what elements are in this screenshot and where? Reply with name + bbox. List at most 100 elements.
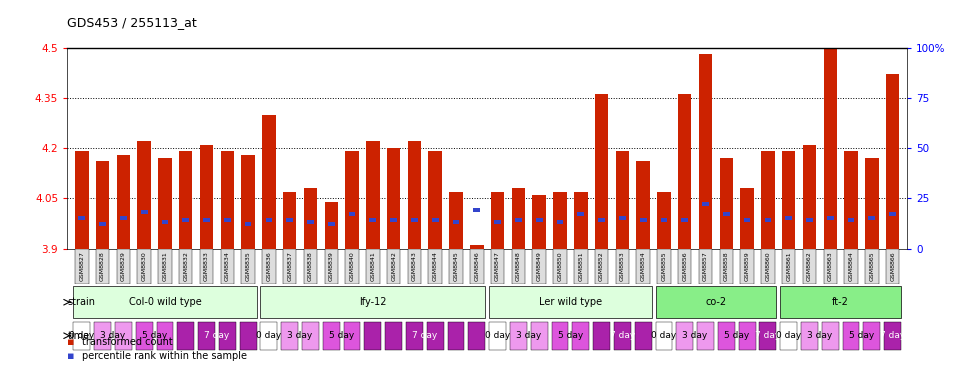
Text: GSM8855: GSM8855 <box>661 252 666 281</box>
Bar <box>615 152 629 249</box>
FancyBboxPatch shape <box>863 322 880 350</box>
Text: GSM8854: GSM8854 <box>640 251 646 281</box>
Text: co-2: co-2 <box>706 297 727 307</box>
Text: GSM8840: GSM8840 <box>349 251 354 281</box>
FancyBboxPatch shape <box>490 286 652 318</box>
FancyBboxPatch shape <box>512 249 525 284</box>
FancyBboxPatch shape <box>656 322 672 350</box>
Bar <box>452 220 460 224</box>
Text: ft-2: ft-2 <box>832 297 849 307</box>
Bar <box>886 74 900 249</box>
Text: GSM8847: GSM8847 <box>495 251 500 281</box>
FancyBboxPatch shape <box>824 249 837 284</box>
Bar <box>241 155 254 249</box>
Text: 3 day: 3 day <box>100 331 126 340</box>
FancyBboxPatch shape <box>468 322 485 350</box>
Bar <box>182 219 189 223</box>
Text: GSM8865: GSM8865 <box>870 252 875 281</box>
Bar <box>116 155 131 249</box>
Text: GSM8862: GSM8862 <box>807 251 812 281</box>
Text: GSM8846: GSM8846 <box>474 251 479 281</box>
FancyBboxPatch shape <box>656 286 777 318</box>
FancyBboxPatch shape <box>844 249 858 284</box>
Bar <box>660 219 667 223</box>
Text: percentile rank within the sample: percentile rank within the sample <box>82 351 247 361</box>
FancyBboxPatch shape <box>262 249 276 284</box>
Bar <box>740 188 754 249</box>
FancyBboxPatch shape <box>676 322 693 350</box>
Bar <box>869 216 876 220</box>
Bar <box>824 7 837 249</box>
FancyBboxPatch shape <box>219 322 236 350</box>
Bar <box>75 152 88 249</box>
Bar <box>636 161 650 249</box>
FancyBboxPatch shape <box>803 249 816 284</box>
Bar <box>577 212 584 216</box>
Bar <box>120 216 127 220</box>
FancyBboxPatch shape <box>428 249 442 284</box>
Bar <box>432 219 439 223</box>
Text: GSM8841: GSM8841 <box>371 251 375 281</box>
FancyBboxPatch shape <box>260 286 485 318</box>
Bar <box>158 158 172 249</box>
Text: GSM8861: GSM8861 <box>786 252 791 281</box>
Text: ▪: ▪ <box>67 337 75 347</box>
FancyBboxPatch shape <box>221 249 234 284</box>
FancyBboxPatch shape <box>447 322 465 350</box>
Text: GSM8842: GSM8842 <box>391 251 396 281</box>
FancyBboxPatch shape <box>780 322 797 350</box>
FancyBboxPatch shape <box>740 249 754 284</box>
Text: 7 day: 7 day <box>204 331 229 340</box>
Text: 7 day: 7 day <box>756 331 780 340</box>
Text: GSM8836: GSM8836 <box>266 251 272 281</box>
Bar <box>848 219 854 223</box>
Bar <box>262 115 276 249</box>
Text: GSM8828: GSM8828 <box>100 251 105 281</box>
FancyBboxPatch shape <box>574 249 588 284</box>
FancyBboxPatch shape <box>137 249 151 284</box>
Bar <box>806 219 813 223</box>
Text: 5 day: 5 day <box>558 331 583 340</box>
Bar <box>204 219 210 223</box>
Text: 7 day: 7 day <box>880 331 905 340</box>
FancyBboxPatch shape <box>614 322 631 350</box>
Text: 5 day: 5 day <box>724 331 750 340</box>
FancyBboxPatch shape <box>344 322 360 350</box>
Bar <box>283 192 297 249</box>
FancyBboxPatch shape <box>281 322 299 350</box>
Text: GSM8827: GSM8827 <box>80 251 84 281</box>
Bar <box>328 223 335 227</box>
Text: GSM8852: GSM8852 <box>599 251 604 281</box>
Bar <box>266 219 273 223</box>
FancyBboxPatch shape <box>761 249 775 284</box>
FancyBboxPatch shape <box>240 322 256 350</box>
Bar <box>141 210 148 214</box>
Bar <box>491 192 504 249</box>
Bar <box>515 219 522 223</box>
FancyBboxPatch shape <box>699 249 712 284</box>
FancyBboxPatch shape <box>720 249 733 284</box>
Bar <box>782 152 796 249</box>
Text: GSM8837: GSM8837 <box>287 251 292 281</box>
Text: GSM8863: GSM8863 <box>828 251 832 281</box>
Text: GSM8853: GSM8853 <box>620 251 625 281</box>
FancyBboxPatch shape <box>427 322 444 350</box>
Text: GSM8845: GSM8845 <box>453 251 459 281</box>
Bar <box>678 94 691 249</box>
FancyBboxPatch shape <box>198 322 215 350</box>
Bar <box>79 216 85 220</box>
Bar <box>307 220 314 224</box>
Text: GSM8834: GSM8834 <box>225 251 229 281</box>
Bar <box>221 152 234 249</box>
FancyBboxPatch shape <box>510 322 527 350</box>
Bar <box>764 219 771 223</box>
FancyBboxPatch shape <box>324 249 338 284</box>
Text: 0 day: 0 day <box>651 331 677 340</box>
Bar <box>245 223 252 227</box>
Text: GSM8829: GSM8829 <box>121 251 126 281</box>
Text: time: time <box>67 331 89 341</box>
Text: GSM8851: GSM8851 <box>578 252 584 281</box>
FancyBboxPatch shape <box>759 322 777 350</box>
FancyBboxPatch shape <box>178 322 194 350</box>
FancyBboxPatch shape <box>346 249 359 284</box>
